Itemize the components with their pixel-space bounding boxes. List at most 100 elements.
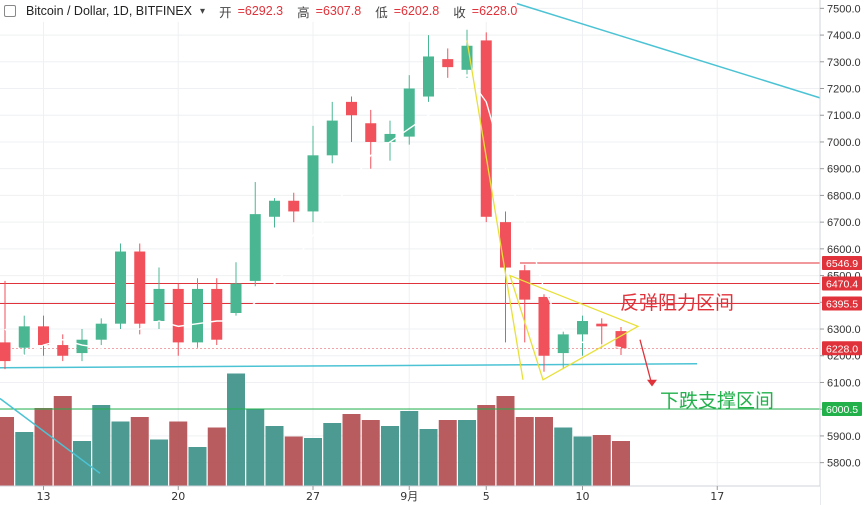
volume-bar bbox=[169, 421, 188, 486]
candle bbox=[230, 283, 242, 313]
volume-bar bbox=[130, 417, 149, 486]
y-axis-panel bbox=[820, 0, 865, 505]
price-label-text: 6546.9 bbox=[826, 258, 858, 270]
y-tick-label: 6700.0 bbox=[827, 217, 861, 229]
candle bbox=[269, 200, 280, 217]
price-label-box bbox=[822, 296, 862, 311]
price-label-box bbox=[822, 402, 862, 417]
candle bbox=[134, 251, 146, 324]
close-value: =6228.0 bbox=[471, 4, 518, 18]
volume-bar bbox=[53, 396, 72, 486]
candle bbox=[307, 155, 319, 212]
volume-bar bbox=[477, 405, 496, 486]
candle bbox=[519, 270, 531, 300]
volume-bar bbox=[188, 447, 207, 486]
down-arrow-line bbox=[639, 339, 653, 386]
low-value: =6202.8 bbox=[393, 4, 440, 18]
candle bbox=[538, 296, 550, 356]
volume-bar bbox=[419, 429, 438, 486]
high-label: 高 bbox=[297, 5, 310, 20]
symbol-flag-icon bbox=[4, 5, 16, 17]
volume-bar bbox=[265, 426, 284, 486]
candle bbox=[500, 222, 511, 268]
volume-bar bbox=[150, 439, 168, 486]
volume-bar bbox=[612, 441, 630, 486]
y-tick-label: 6100.0 bbox=[827, 377, 861, 389]
x-tick-label: 27 bbox=[306, 490, 320, 503]
volume-bar bbox=[34, 408, 53, 486]
candle bbox=[461, 45, 473, 70]
price-label-box bbox=[822, 276, 862, 291]
candle bbox=[326, 120, 338, 156]
support-annotation: 下跌支撑区间 bbox=[660, 390, 775, 412]
open-label: 开 bbox=[219, 5, 232, 20]
candle bbox=[423, 56, 434, 97]
candle bbox=[442, 59, 454, 68]
volume-bar bbox=[381, 426, 399, 486]
volume-bar bbox=[227, 373, 245, 486]
triangle-pattern bbox=[508, 274, 640, 381]
x-tick-label: 17 bbox=[710, 490, 724, 503]
x-tick-label: 9月 bbox=[400, 490, 418, 503]
y-tick-label: 7200.0 bbox=[827, 84, 861, 96]
volume-bar bbox=[92, 405, 111, 486]
lower-trend-line bbox=[0, 397, 101, 474]
candle bbox=[57, 345, 69, 356]
volume-bar bbox=[304, 438, 322, 486]
price-label-box bbox=[822, 341, 862, 356]
chart-header: Bitcoin / Dollar, 1D, BITFINEX ▾ 开 =6292.… bbox=[0, 0, 518, 22]
x-tick-label: 13 bbox=[37, 490, 51, 503]
y-tick-label: 6600.0 bbox=[827, 244, 861, 256]
price-label-text: 6470.4 bbox=[826, 278, 858, 290]
symbol-title[interactable]: Bitcoin / Dollar, 1D, BITFINEX bbox=[26, 4, 193, 18]
volume-bar bbox=[323, 423, 342, 486]
candle bbox=[38, 326, 49, 346]
volume-bar bbox=[554, 427, 573, 486]
y-tick-label: 7400.0 bbox=[827, 30, 861, 42]
volume-bar bbox=[246, 409, 265, 486]
volume-bar bbox=[535, 417, 553, 486]
candle bbox=[384, 133, 396, 142]
volume-bar bbox=[284, 436, 303, 486]
candle bbox=[115, 251, 126, 324]
y-tick-label: 6300.0 bbox=[827, 324, 861, 336]
price-label-text: 6228.0 bbox=[826, 343, 858, 355]
candle bbox=[480, 40, 492, 217]
x-tick-label: 20 bbox=[171, 490, 185, 503]
price-label-box bbox=[822, 256, 862, 271]
candle bbox=[577, 321, 588, 335]
high-value: =6307.8 bbox=[315, 4, 362, 18]
volume-bar bbox=[0, 417, 14, 486]
y-tick-label: 7500.0 bbox=[827, 3, 861, 15]
volume-bar bbox=[496, 396, 515, 486]
candle bbox=[615, 331, 627, 349]
volume-bar bbox=[458, 420, 476, 486]
resistance-annotation: 反弹阻力区间 bbox=[620, 292, 735, 314]
candle bbox=[192, 288, 203, 343]
price-label-text: 6395.5 bbox=[826, 299, 858, 311]
candle bbox=[18, 326, 30, 348]
chevron-down-icon[interactable]: ▾ bbox=[200, 5, 206, 17]
candle bbox=[0, 342, 11, 362]
y-tick-label: 7000.0 bbox=[827, 137, 861, 149]
close-label: 收 bbox=[453, 5, 466, 20]
y-tick-label: 7100.0 bbox=[827, 110, 861, 122]
volume-bar bbox=[592, 435, 611, 486]
candle bbox=[153, 288, 165, 322]
resistance-trend-line bbox=[514, 2, 821, 99]
volume-bar bbox=[207, 427, 226, 486]
moving-average-line bbox=[4, 73, 622, 357]
candle bbox=[596, 323, 608, 327]
candle bbox=[557, 334, 569, 354]
candle bbox=[95, 323, 107, 340]
volume-bar bbox=[515, 417, 534, 486]
volume-bar bbox=[342, 414, 361, 486]
x-tick-label: 10 bbox=[576, 490, 590, 503]
candle bbox=[403, 88, 415, 137]
volume-bar bbox=[438, 420, 457, 486]
support-trend-line bbox=[0, 363, 698, 369]
candle bbox=[249, 214, 261, 281]
candle bbox=[346, 101, 357, 116]
candle bbox=[76, 339, 88, 354]
